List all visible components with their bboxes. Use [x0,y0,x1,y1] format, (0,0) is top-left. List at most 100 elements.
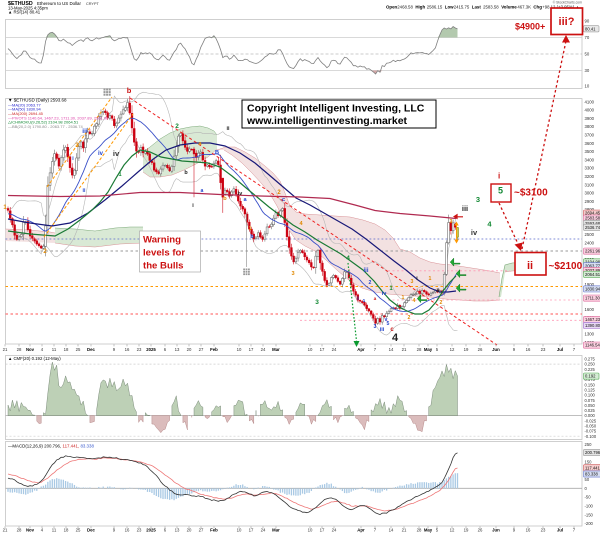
svg-text:17: 17 [320,528,325,533]
svg-text:2586.15: 2586.15 [427,4,443,9]
svg-text:16: 16 [125,347,130,352]
svg-text:23: 23 [137,347,142,352]
svg-text:High: High [415,4,425,9]
svg-text:18: 18 [64,528,69,533]
svg-text:10: 10 [585,84,590,89]
svg-text:21: 21 [3,528,8,533]
svg-text:2: 2 [440,300,443,306]
svg-text:i: i [357,296,359,302]
svg-text:$4900+: $4900+ [515,22,545,32]
svg-text:1600: 1600 [585,307,595,312]
svg-text:Low: Low [445,4,454,9]
svg-text:—MA(20) 2063.77: —MA(20) 2063.77 [8,102,41,107]
svg-text:a: a [243,197,247,203]
svg-text:Ethereum to US Dollar: Ethereum to US Dollar [37,1,81,6]
svg-text:3800: 3800 [585,124,595,129]
svg-text:80.41: 80.41 [585,26,596,31]
svg-text:CRYPT: CRYPT [86,2,99,6]
svg-text:17: 17 [249,347,254,352]
svg-text:2415.75: 2415.75 [454,4,470,9]
svg-text:—MA(200) 2694.45: —MA(200) 2694.45 [8,111,44,116]
svg-text:24: 24 [332,347,337,352]
svg-text:28: 28 [17,528,22,533]
svg-text:7: 7 [374,528,377,533]
svg-text:3200: 3200 [585,174,595,179]
svg-text:2261.96: 2261.96 [585,249,600,254]
svg-text:11: 11 [52,347,57,352]
svg-text:12: 12 [450,347,455,352]
svg-text:▲ CMF(20) 0.192 (12-May): ▲ CMF(20) 0.192 (12-May) [8,356,61,361]
svg-text:+98.12 (+3.95%) ▲: +98.12 (+3.95%) ▲ [542,4,579,9]
svg-text:27: 27 [199,528,204,533]
svg-text:1: 1 [402,295,405,301]
svg-text:iv: iv [238,191,243,197]
svg-text:2: 2 [277,190,281,196]
svg-text:2025: 2025 [146,347,156,352]
svg-text:0.175: 0.175 [585,377,596,382]
svg-text:28: 28 [17,347,22,352]
svg-text:70: 70 [585,35,590,40]
svg-text:4100: 4100 [585,99,595,104]
svg-text:3600: 3600 [585,141,595,146]
svg-text:1: 1 [248,226,251,232]
svg-text:b: b [184,170,188,176]
svg-text:c: c [282,197,285,203]
svg-text:21: 21 [3,347,8,352]
svg-text:2500: 2500 [585,232,595,237]
svg-text:0.075: 0.075 [585,398,596,403]
svg-text:21: 21 [402,528,407,533]
svg-text:3900: 3900 [585,116,595,121]
svg-text:a: a [374,297,377,302]
svg-text:—PIVOTS 1140.64, 1467.23, 1711: —PIVOTS 1140.64, 1467.23, 1711.30, 2037.… [8,115,109,120]
svg-text:3: 3 [315,299,319,306]
svg-text:50: 50 [585,477,590,482]
svg-text:—MACD(12,26,9) 200.796, 117.44: —MACD(12,26,9) 200.796, 117.441, 83.338 [8,444,94,449]
svg-text:Open: Open [386,4,398,9]
svg-text:2468.58: 2468.58 [397,4,413,9]
svg-text:Chg: Chg [533,4,542,9]
svg-text:3500: 3500 [585,149,595,154]
svg-text:ii: ii [227,126,230,132]
svg-text:b: b [250,234,254,240]
svg-text:0.125: 0.125 [585,388,596,393]
svg-text:i: i [192,203,194,209]
svg-text:0.100: 0.100 [585,393,596,398]
svg-text:Apr: Apr [357,528,365,533]
svg-text:17: 17 [249,528,254,533]
svg-text:26: 26 [478,347,483,352]
svg-text:i: i [72,156,74,162]
svg-text:1900: 1900 [585,282,595,287]
svg-text:3000: 3000 [585,191,595,196]
svg-text:iii: iii [363,268,368,274]
svg-text:200.796: 200.796 [585,450,600,455]
svg-text:10: 10 [308,528,313,533]
svg-text:0.250: 0.250 [585,362,596,367]
svg-text:24: 24 [332,528,337,533]
svg-text:0.000: 0.000 [585,413,596,418]
svg-text:iv: iv [471,228,478,237]
svg-text:$ETHUSD: $ETHUSD [8,1,33,7]
svg-text:4: 4 [392,332,399,344]
svg-text:23: 23 [541,528,546,533]
svg-text:13: 13 [175,347,180,352]
svg-text:a: a [199,141,203,147]
svg-text:9: 9 [113,347,116,352]
svg-text:2400: 2400 [585,240,595,245]
svg-text:19: 19 [464,528,469,533]
svg-text:20: 20 [187,347,192,352]
svg-text:3: 3 [75,142,79,149]
svg-text:iii?: iii? [559,16,575,28]
svg-text:14: 14 [389,528,394,533]
svg-text:5: 5 [387,321,390,327]
svg-text:iv: iv [98,151,104,157]
svg-text:-150: -150 [585,512,594,517]
svg-text:24: 24 [261,347,266,352]
svg-text:iv: iv [382,291,388,297]
svg-text:www.intelligentinvesting.marke: www.intelligentinvesting.market [246,115,408,127]
svg-text:Nov: Nov [26,347,35,352]
svg-text:28: 28 [417,528,422,533]
svg-text:4000: 4000 [585,108,595,113]
svg-text:1: 1 [3,205,7,211]
svg-text:b: b [127,86,132,95]
svg-text:9: 9 [113,528,116,533]
